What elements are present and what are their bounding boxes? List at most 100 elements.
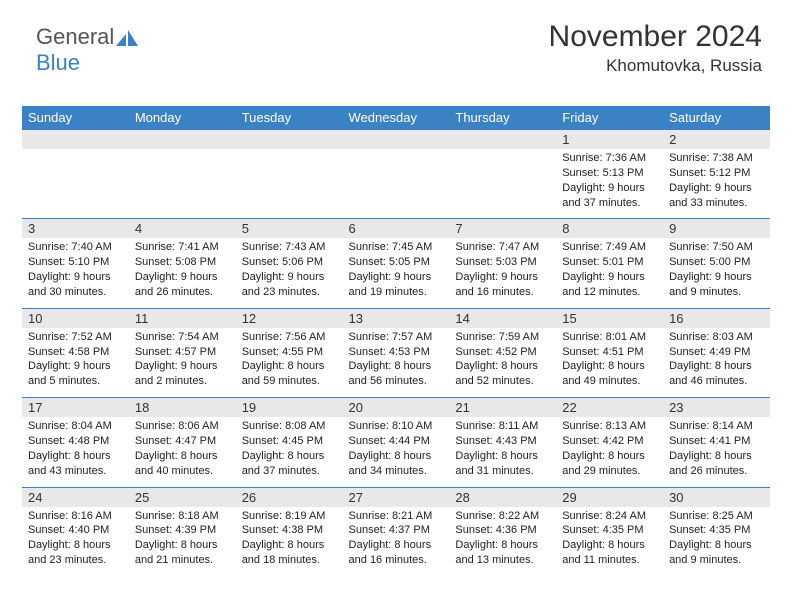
location: Khomutovka, Russia [549,56,762,76]
daylight-text-2: and 16 minutes. [455,285,550,300]
day-cell: 3Sunrise: 7:40 AMSunset: 5:10 PMDaylight… [22,219,129,308]
day-number: 8 [556,219,663,238]
sunrise-text: Sunrise: 7:47 AM [455,240,550,255]
day-number: 13 [343,309,450,328]
sunrise-text: Sunrise: 8:08 AM [242,419,337,434]
sunset-text: Sunset: 4:44 PM [349,434,444,449]
sunrise-text: Sunrise: 8:24 AM [562,509,657,524]
day-cell [449,130,556,219]
daylight-text-2: and 56 minutes. [349,374,444,389]
sunrise-text: Sunrise: 8:03 AM [669,330,764,345]
weekday-header: Sunday [22,106,129,130]
day-cell: 4Sunrise: 7:41 AMSunset: 5:08 PMDaylight… [129,219,236,308]
day-details: Sunrise: 7:54 AMSunset: 4:57 PMDaylight:… [129,328,236,397]
daylight-text-2: and 13 minutes. [455,553,550,568]
sunrise-text: Sunrise: 7:40 AM [28,240,123,255]
day-details-empty [129,149,236,205]
daylight-text-2: and 26 minutes. [669,464,764,479]
day-details: Sunrise: 8:16 AMSunset: 4:40 PMDaylight:… [22,507,129,576]
day-number: 19 [236,398,343,417]
calendar-table: SundayMondayTuesdayWednesdayThursdayFrid… [22,106,770,576]
title-block: November 2024 Khomutovka, Russia [549,20,762,76]
day-cell: 30Sunrise: 8:25 AMSunset: 4:35 PMDayligh… [663,487,770,576]
logo: General Blue [36,24,138,76]
sunset-text: Sunset: 4:58 PM [28,345,123,360]
daylight-text-2: and 30 minutes. [28,285,123,300]
day-details: Sunrise: 8:24 AMSunset: 4:35 PMDaylight:… [556,507,663,576]
day-number: 25 [129,488,236,507]
sunrise-text: Sunrise: 8:18 AM [135,509,230,524]
sunset-text: Sunset: 4:48 PM [28,434,123,449]
daylight-text-2: and 19 minutes. [349,285,444,300]
day-number: 21 [449,398,556,417]
sunset-text: Sunset: 4:42 PM [562,434,657,449]
day-details: Sunrise: 7:43 AMSunset: 5:06 PMDaylight:… [236,238,343,307]
day-cell: 16Sunrise: 8:03 AMSunset: 4:49 PMDayligh… [663,308,770,397]
sunrise-text: Sunrise: 7:57 AM [349,330,444,345]
day-number: 28 [449,488,556,507]
day-details: Sunrise: 8:18 AMSunset: 4:39 PMDaylight:… [129,507,236,576]
day-cell: 6Sunrise: 7:45 AMSunset: 5:05 PMDaylight… [343,219,450,308]
daylight-text-2: and 23 minutes. [28,553,123,568]
day-number-empty [343,130,450,149]
sunrise-text: Sunrise: 8:19 AM [242,509,337,524]
weekday-header: Wednesday [343,106,450,130]
daylight-text-1: Daylight: 8 hours [669,449,764,464]
sunrise-text: Sunrise: 7:36 AM [562,151,657,166]
day-cell: 11Sunrise: 7:54 AMSunset: 4:57 PMDayligh… [129,308,236,397]
weekday-header: Tuesday [236,106,343,130]
daylight-text-2: and 59 minutes. [242,374,337,389]
sunrise-text: Sunrise: 7:54 AM [135,330,230,345]
day-details: Sunrise: 8:19 AMSunset: 4:38 PMDaylight:… [236,507,343,576]
sunrise-text: Sunrise: 7:52 AM [28,330,123,345]
daylight-text-1: Daylight: 8 hours [455,538,550,553]
day-number: 9 [663,219,770,238]
sunrise-text: Sunrise: 7:59 AM [455,330,550,345]
week-row: 3Sunrise: 7:40 AMSunset: 5:10 PMDaylight… [22,219,770,308]
day-cell: 7Sunrise: 7:47 AMSunset: 5:03 PMDaylight… [449,219,556,308]
day-details: Sunrise: 8:06 AMSunset: 4:47 PMDaylight:… [129,417,236,486]
daylight-text-1: Daylight: 9 hours [242,270,337,285]
day-details: Sunrise: 8:11 AMSunset: 4:43 PMDaylight:… [449,417,556,486]
day-details: Sunrise: 7:41 AMSunset: 5:08 PMDaylight:… [129,238,236,307]
day-cell [343,130,450,219]
sunset-text: Sunset: 5:01 PM [562,255,657,270]
sunset-text: Sunset: 4:45 PM [242,434,337,449]
day-cell: 29Sunrise: 8:24 AMSunset: 4:35 PMDayligh… [556,487,663,576]
weekday-header: Thursday [449,106,556,130]
day-number: 4 [129,219,236,238]
daylight-text-1: Daylight: 8 hours [455,359,550,374]
sunset-text: Sunset: 5:06 PM [242,255,337,270]
daylight-text-2: and 46 minutes. [669,374,764,389]
sunset-text: Sunset: 4:51 PM [562,345,657,360]
day-cell: 24Sunrise: 8:16 AMSunset: 4:40 PMDayligh… [22,487,129,576]
day-details: Sunrise: 7:38 AMSunset: 5:12 PMDaylight:… [663,149,770,218]
day-number-empty [236,130,343,149]
day-cell: 21Sunrise: 8:11 AMSunset: 4:43 PMDayligh… [449,398,556,487]
daylight-text-1: Daylight: 8 hours [562,449,657,464]
sunset-text: Sunset: 4:36 PM [455,523,550,538]
sunrise-text: Sunrise: 8:22 AM [455,509,550,524]
daylight-text-1: Daylight: 9 hours [135,270,230,285]
day-details-empty [22,149,129,205]
sunrise-text: Sunrise: 8:06 AM [135,419,230,434]
sunset-text: Sunset: 5:08 PM [135,255,230,270]
daylight-text-2: and 21 minutes. [135,553,230,568]
day-cell: 26Sunrise: 8:19 AMSunset: 4:38 PMDayligh… [236,487,343,576]
daylight-text-1: Daylight: 8 hours [669,538,764,553]
sunset-text: Sunset: 4:38 PM [242,523,337,538]
weekday-header-row: SundayMondayTuesdayWednesdayThursdayFrid… [22,106,770,130]
day-number: 29 [556,488,663,507]
daylight-text-1: Daylight: 8 hours [562,538,657,553]
day-details: Sunrise: 8:10 AMSunset: 4:44 PMDaylight:… [343,417,450,486]
sunrise-text: Sunrise: 8:11 AM [455,419,550,434]
sunset-text: Sunset: 4:47 PM [135,434,230,449]
day-cell: 15Sunrise: 8:01 AMSunset: 4:51 PMDayligh… [556,308,663,397]
sunset-text: Sunset: 4:57 PM [135,345,230,360]
day-cell: 17Sunrise: 8:04 AMSunset: 4:48 PMDayligh… [22,398,129,487]
week-row: 24Sunrise: 8:16 AMSunset: 4:40 PMDayligh… [22,487,770,576]
day-number-empty [22,130,129,149]
daylight-text-2: and 12 minutes. [562,285,657,300]
day-cell: 8Sunrise: 7:49 AMSunset: 5:01 PMDaylight… [556,219,663,308]
logo-text1: General [36,24,114,49]
